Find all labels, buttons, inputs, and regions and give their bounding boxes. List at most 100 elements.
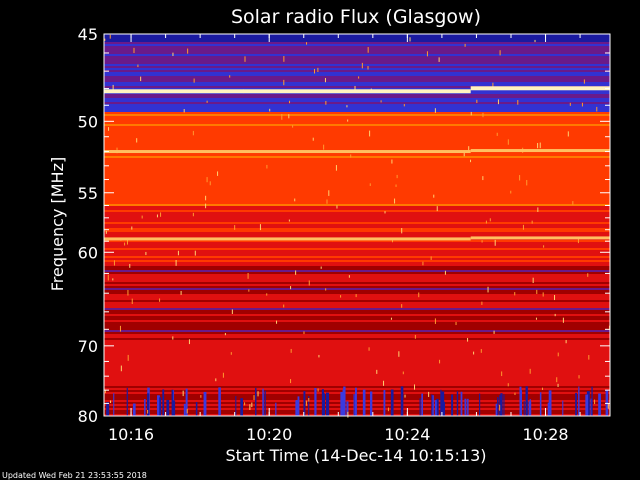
- spectrogram-row: [104, 286, 610, 288]
- spectrogram-row: [104, 176, 610, 178]
- speckle: [259, 224, 261, 231]
- y-tick-label: 60: [78, 243, 98, 262]
- speckle: [104, 389, 106, 394]
- speckle: [247, 272, 249, 279]
- speckle: [542, 387, 544, 391]
- speckle: [231, 309, 233, 314]
- spectrogram-row: [104, 394, 610, 396]
- spectrogram-row: [104, 320, 610, 322]
- speckle: [514, 392, 516, 396]
- speckle: [398, 351, 400, 357]
- speckle: [217, 171, 219, 176]
- speckle: [222, 372, 224, 378]
- speckle: [276, 320, 278, 324]
- spectrogram-row: [104, 214, 610, 216]
- speckle: [127, 289, 129, 296]
- spectrogram-row: [104, 260, 610, 262]
- interference-streak: [147, 393, 150, 416]
- speckle: [414, 384, 416, 390]
- interference-streak: [113, 393, 115, 416]
- speckle: [463, 151, 465, 157]
- spectrogram-row: [104, 344, 610, 346]
- interference-streak: [297, 396, 300, 416]
- spectrogram-row: [104, 268, 610, 270]
- speckle: [401, 228, 403, 234]
- speckle: [335, 165, 337, 171]
- speckle: [485, 220, 487, 224]
- speckle: [581, 102, 583, 107]
- speckle: [537, 143, 539, 149]
- speckle: [607, 403, 609, 409]
- speckle: [112, 84, 114, 90]
- spectrogram-row: [104, 398, 610, 400]
- interference-streak: [342, 389, 345, 416]
- speckle: [294, 198, 296, 202]
- interference-streak: [497, 397, 499, 416]
- interference-streak: [144, 399, 146, 416]
- speckle: [438, 57, 440, 62]
- interference-streak: [235, 396, 237, 416]
- y-tick-label: 50: [78, 112, 98, 131]
- interference-streak: [262, 388, 264, 416]
- interference-streak: [166, 399, 170, 416]
- speckle: [537, 207, 539, 212]
- speckle: [439, 359, 441, 364]
- interference-streak: [575, 392, 577, 416]
- x-tick-label: 10:24: [384, 425, 430, 444]
- x-tick-label: 10:16: [108, 425, 154, 444]
- speckle: [249, 404, 251, 411]
- spectrogram-row: [104, 266, 610, 268]
- speckle: [596, 106, 598, 112]
- speckle: [159, 298, 161, 302]
- spectrogram-row: [104, 62, 610, 64]
- interference-streak: [185, 388, 188, 416]
- speckle: [326, 199, 328, 204]
- spectrogram-row: [104, 342, 610, 344]
- x-tick-label: 10:28: [522, 425, 568, 444]
- spectrogram-row: [104, 40, 610, 42]
- speckle: [556, 377, 558, 383]
- speckle: [369, 130, 371, 137]
- speckle: [290, 348, 292, 353]
- speckle: [205, 195, 207, 201]
- spectrogram-row: [104, 250, 610, 252]
- speckle: [396, 174, 398, 179]
- interference-streak: [503, 394, 505, 416]
- update-footer: Updated Wed Feb 21 23:53:55 2018: [2, 471, 147, 480]
- spectrogram-row: [104, 108, 610, 110]
- speckle: [119, 325, 121, 332]
- speckle: [145, 251, 147, 256]
- speckle: [192, 130, 194, 136]
- speckle: [526, 179, 528, 186]
- spectrogram-row: [104, 338, 610, 340]
- interference-streak: [578, 389, 580, 416]
- speckle: [308, 397, 310, 402]
- spectrogram-row: [104, 402, 610, 404]
- spectrogram-row: [104, 334, 610, 336]
- speckle: [481, 240, 483, 243]
- spectrogram-row: [104, 36, 610, 38]
- speckle: [489, 218, 491, 222]
- speckle: [129, 263, 131, 268]
- x-axis-label: Start Time (14-Dec-14 10:15:13): [225, 446, 486, 465]
- speckle: [131, 298, 133, 305]
- spectrogram-row: [104, 110, 610, 112]
- speckle: [367, 47, 369, 53]
- speckle: [418, 292, 420, 298]
- spectrogram-row: [104, 134, 610, 136]
- interference-streak: [340, 391, 344, 416]
- speckle: [281, 113, 283, 120]
- spectrogram-row: [104, 148, 610, 150]
- spectrogram-row: [104, 184, 610, 186]
- emission-band: [104, 150, 471, 154]
- spectrogram-row: [104, 212, 610, 214]
- spectrogram-row: [104, 280, 610, 282]
- speckle: [376, 369, 378, 374]
- spectrogram-row: [104, 274, 610, 276]
- emission-band: [104, 237, 471, 241]
- speckle: [325, 100, 327, 105]
- interference-streak: [203, 391, 207, 416]
- spectrogram-row: [104, 96, 610, 98]
- interference-streak: [171, 389, 174, 416]
- spectrogram-row: [104, 88, 610, 90]
